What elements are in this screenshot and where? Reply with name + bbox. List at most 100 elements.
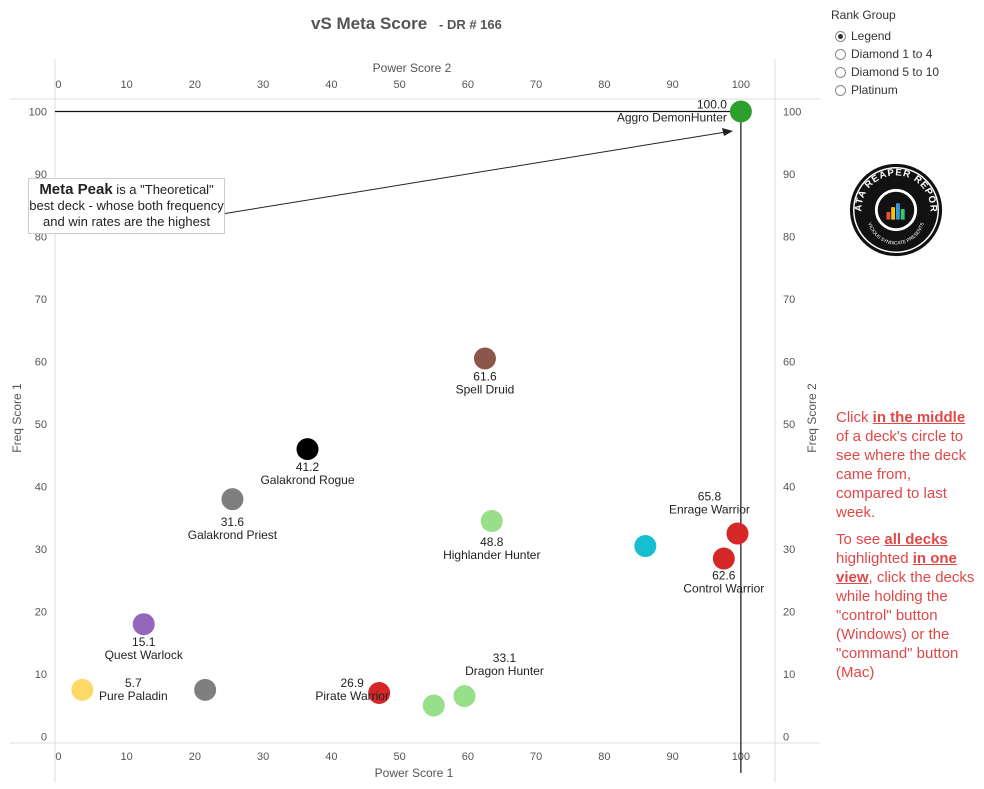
x-tick-label: 90 — [667, 751, 679, 763]
rank-option-label: Platinum — [851, 83, 898, 97]
x-tick-label: 70 — [530, 751, 542, 763]
chart-subtitle: - DR # 166 — [439, 17, 502, 32]
meta-peak-note: Meta Peak is a "Theoretical" best deck -… — [28, 178, 225, 234]
point-score-label: 65.8 — [698, 490, 722, 504]
x-top-tick-label: 100 — [732, 79, 750, 91]
meta-peak-note-bold: Meta Peak — [39, 181, 113, 198]
x-top-tick-label: 30 — [257, 79, 269, 91]
y-tick-label: 70 — [35, 294, 47, 306]
usage-instructions: Click in the middle of a deck's circle t… — [836, 408, 981, 690]
point-score-label: 15.1 — [132, 635, 156, 649]
instruction-paragraph-2: To see all decks highlighted in one view… — [836, 531, 975, 681]
x-top-tick-label: 70 — [530, 79, 542, 91]
chart-title: vS Meta Score — [311, 14, 427, 33]
x-tick-label: 40 — [325, 751, 337, 763]
point-name-label: Aggro DemonHunter — [617, 111, 727, 125]
point-score-label: 5.7 — [125, 676, 142, 690]
y-tick-label: 60 — [35, 357, 47, 369]
y-right-tick-label: 80 — [783, 232, 795, 244]
y-tick-label: 80 — [35, 232, 47, 244]
point-score-label: 61.6 — [473, 369, 497, 383]
y-right-tick-label: 60 — [783, 357, 795, 369]
x-tick-label: 60 — [462, 751, 474, 763]
y-tick-label: 40 — [35, 482, 47, 494]
y-tick-label: 100 — [29, 107, 47, 119]
y-right-tick-label: 70 — [783, 294, 795, 306]
rank-option-legend[interactable]: Legend — [831, 27, 939, 45]
point-name-label: Galakrond Priest — [188, 528, 278, 542]
point-highlander-hunter[interactable] — [480, 510, 503, 533]
rank-group-title: Rank Group — [831, 8, 896, 22]
x-top-tick-label: 60 — [462, 79, 474, 91]
point-enrage-warrior[interactable] — [726, 522, 749, 545]
y-tick-label: 10 — [35, 669, 47, 681]
x-top-tick-label: 80 — [598, 79, 610, 91]
rank-group-filter: Rank Group Legend Diamond 1 to 4 Diamond… — [831, 8, 939, 99]
y-tick-label: 20 — [35, 607, 47, 619]
point-unlabeled[interactable] — [194, 678, 217, 701]
rank-option-label: Diamond 1 to 4 — [851, 47, 933, 61]
x-top-tick-label: 10 — [121, 79, 133, 91]
point-galakrond-priest[interactable] — [221, 488, 244, 511]
x-axis-title: Power Score 1 — [375, 766, 454, 780]
radio-diamond-1-4-icon[interactable] — [835, 48, 846, 60]
x-top-tick-label: 90 — [667, 79, 679, 91]
point-control-warrior[interactable] — [712, 547, 735, 570]
point-name-label: Control Warrior — [683, 582, 764, 596]
point-spell-druid[interactable] — [473, 347, 496, 370]
point-score-label: 41.2 — [296, 460, 320, 474]
rank-option-label: Diamond 5 to 10 — [851, 65, 940, 79]
meta-peak-arrow — [221, 131, 727, 215]
y-right-tick-label: 90 — [783, 169, 795, 181]
x-top-tick-label: 20 — [189, 79, 201, 91]
point-dragon-hunter[interactable] — [453, 685, 476, 708]
x-tick-label: 50 — [394, 751, 406, 763]
point-unlabeled[interactable] — [634, 535, 657, 558]
point-score-label: 48.8 — [480, 535, 504, 549]
point-score-label: 100.0 — [697, 98, 727, 112]
point-name-label: Quest Warlock — [105, 648, 184, 662]
y-tick-label: 30 — [35, 544, 47, 556]
point-galakrond-rogue[interactable] — [296, 438, 319, 461]
point-score-label: 62.6 — [712, 569, 736, 583]
rank-option-label: Legend — [851, 29, 892, 43]
x-tick-label: 10 — [121, 751, 133, 763]
y-tick-label: 50 — [35, 419, 47, 431]
radio-diamond-5-10-icon[interactable] — [835, 66, 846, 78]
y-axis-right-title: Freq Score 2 — [805, 383, 819, 453]
radio-legend-icon[interactable] — [835, 30, 846, 42]
rank-option-platinum[interactable]: Platinum — [831, 81, 939, 99]
point-score-label: 33.1 — [493, 651, 517, 665]
data-reaper-report-logo: DATA REAPER REPORT VICIOUS SYNDICATE PRE… — [848, 162, 943, 257]
y-right-tick-label: 40 — [783, 482, 795, 494]
point-score-label: 26.9 — [340, 676, 364, 690]
y-right-tick-label: 30 — [783, 544, 795, 556]
y-right-tick-label: 20 — [783, 607, 795, 619]
x-axis-top-title: Power Score 2 — [373, 61, 452, 75]
point-pirate-warrior[interactable] — [368, 681, 391, 704]
point-aggro-demonhunter[interactable] — [729, 100, 752, 123]
x-tick-label: 30 — [257, 751, 269, 763]
point-name-label: Galakrond Rogue — [260, 473, 354, 487]
rank-option-diamond-5-10[interactable]: Diamond 5 to 10 — [831, 63, 939, 81]
point-name-label: Enrage Warrior — [669, 503, 750, 517]
x-tick-label: 80 — [598, 751, 610, 763]
y-right-tick-label: 10 — [783, 669, 795, 681]
point-name-label: Pirate Warrior — [315, 689, 389, 703]
point-unlabeled[interactable] — [422, 694, 445, 717]
x-top-tick-label: 50 — [394, 79, 406, 91]
point-quest-warlock[interactable] — [132, 613, 155, 636]
x-top-tick-label: 0 — [55, 79, 61, 91]
y-tick-label: 0 — [41, 732, 47, 744]
rank-option-diamond-1-4[interactable]: Diamond 1 to 4 — [831, 45, 939, 63]
x-tick-label: 0 — [55, 751, 61, 763]
point-pure-paladin[interactable] — [71, 678, 94, 701]
point-score-label: 31.6 — [221, 515, 245, 529]
radio-platinum-icon[interactable] — [835, 84, 846, 96]
y-axis-title: Freq Score 1 — [10, 383, 24, 453]
y-right-tick-label: 50 — [783, 419, 795, 431]
point-name-label: Dragon Hunter — [465, 664, 544, 678]
instruction-paragraph-1: Click in the middle of a deck's circle t… — [836, 409, 967, 521]
y-right-tick-label: 100 — [783, 107, 801, 119]
